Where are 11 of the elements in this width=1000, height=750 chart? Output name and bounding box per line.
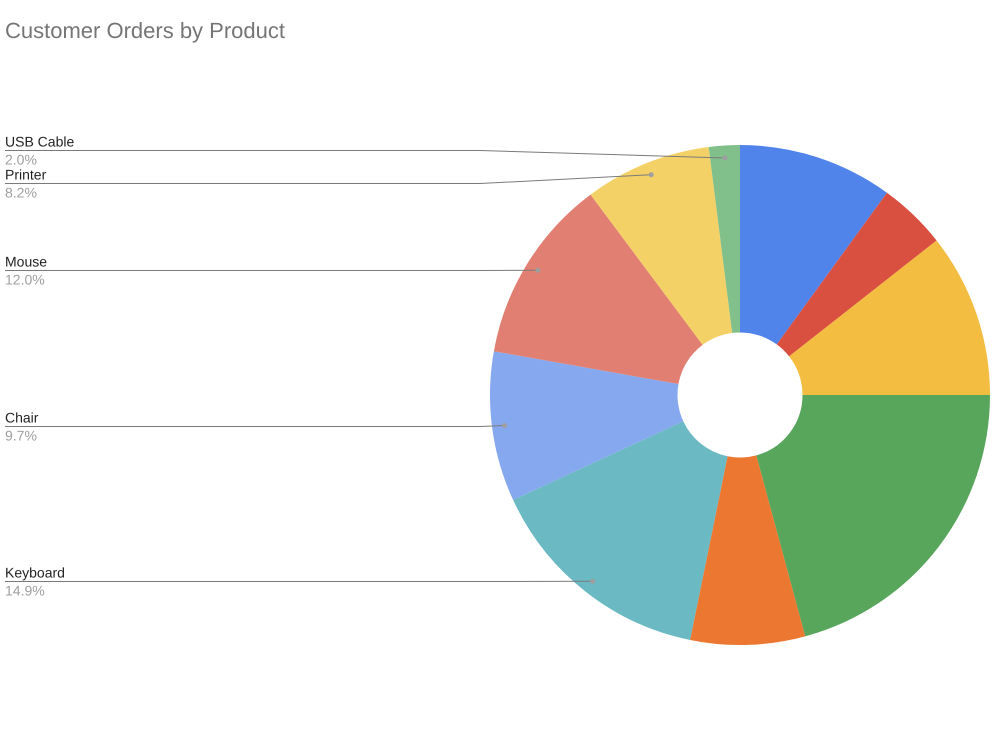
chart-title: Customer Orders by Product [5, 18, 285, 44]
slice-label: Chair [5, 410, 39, 426]
data-label: 9.7% [5, 428, 37, 444]
slice-label: Printer [5, 166, 47, 182]
data-label: 12.0% [5, 272, 45, 288]
data-label: 2.0% [5, 152, 37, 168]
slice-label: USB Cable [5, 134, 74, 150]
slice-label: Mouse [5, 254, 48, 270]
data-label: 8.2% [5, 184, 37, 200]
data-label: 14.9% [5, 582, 45, 598]
slice-label: Keyboard [5, 564, 65, 580]
